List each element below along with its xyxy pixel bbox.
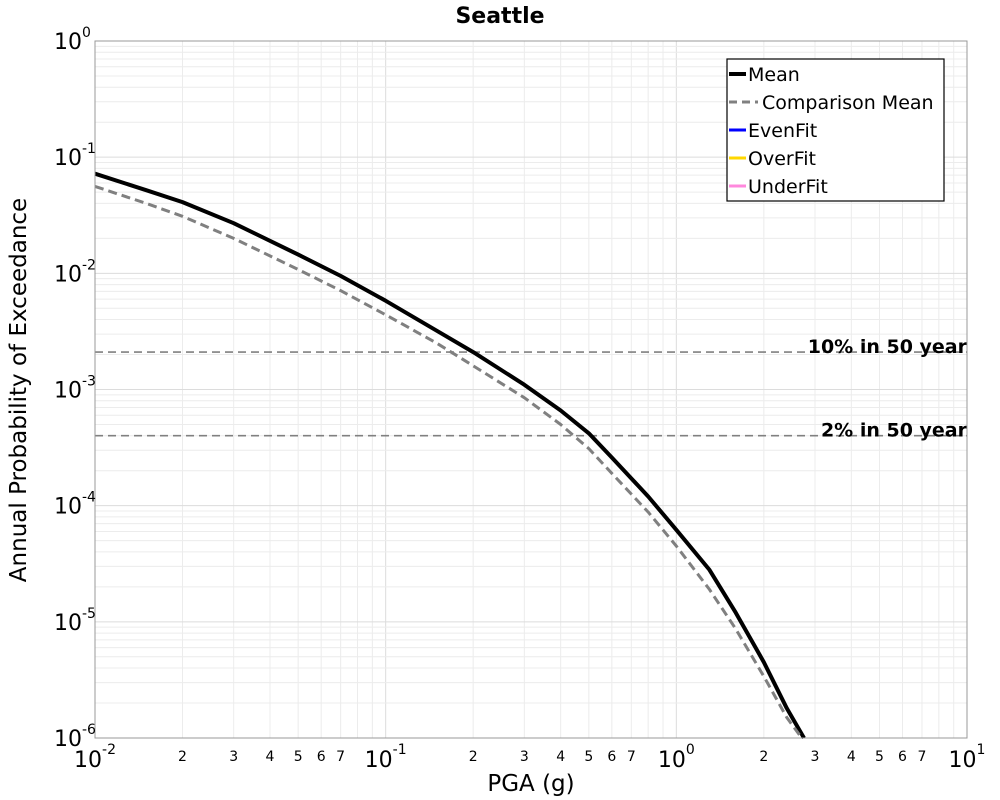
tick-exponent: -2 xyxy=(82,257,96,273)
x-minor-tick-label: 5 xyxy=(584,749,593,765)
x-minor-tick-label: 3 xyxy=(520,749,529,765)
tick-exponent: -1 xyxy=(82,141,96,157)
tick-exponent: -5 xyxy=(82,606,96,622)
tick-exponent: -4 xyxy=(82,490,96,506)
chart-grid xyxy=(94,41,967,739)
x-minor-tick-label: 7 xyxy=(627,749,636,765)
tick-exponent: -2 xyxy=(102,742,116,758)
series-lines xyxy=(94,171,806,740)
legend-entry-label: Comparison Mean xyxy=(762,92,934,114)
tick-exponent: -6 xyxy=(82,722,96,738)
chart-legend: Mean Comparison Mean EvenFit OverFit UnderFi… xyxy=(726,58,945,202)
y-tick-label: 10-5 xyxy=(54,606,96,636)
x-minor-tick-label: 7 xyxy=(918,749,927,765)
tick-base: 10 xyxy=(74,748,102,773)
tick-base: 10 xyxy=(54,30,82,55)
x-minor-tick-label: 7 xyxy=(336,749,345,765)
tick-base: 10 xyxy=(54,611,82,636)
tick-base: 10 xyxy=(54,379,82,404)
x-minor-tick-label: 6 xyxy=(898,749,907,765)
x-minor-tick-label: 5 xyxy=(294,749,303,765)
tick-base: 10 xyxy=(54,495,82,520)
x-minor-tick-label: 4 xyxy=(847,749,856,765)
legend-entry-label: Mean xyxy=(748,64,800,86)
x-tick-label: 10-1 xyxy=(365,742,407,773)
x-tick-label: 10-2 xyxy=(74,742,116,773)
y-tick-label: 100 xyxy=(54,25,91,55)
tick-base: 10 xyxy=(54,727,82,752)
tick-exponent: -1 xyxy=(393,742,407,758)
legend-box xyxy=(726,58,945,202)
x-tick-label: 100 xyxy=(658,742,695,773)
reference-line-label: 10% in 50 year xyxy=(808,336,968,358)
tick-base: 10 xyxy=(658,748,686,773)
x-minor-tick-label: 2 xyxy=(469,749,478,765)
y-tick-label: 10-2 xyxy=(54,257,96,287)
chart-title: Seattle xyxy=(455,4,544,29)
x-minor-tick-label: 6 xyxy=(607,749,616,765)
x-minor-tick-label: 5 xyxy=(875,749,884,765)
legend-entry-label: UnderFit xyxy=(748,176,828,198)
y-tick-label: 10-1 xyxy=(54,141,96,171)
x-minor-tick-label: 3 xyxy=(811,749,820,765)
series-line xyxy=(94,184,803,739)
series-line xyxy=(94,171,806,740)
y-tick-label: 10-3 xyxy=(54,374,96,404)
tick-exponent: 1 xyxy=(977,742,986,758)
x-minor-tick-label: 4 xyxy=(266,749,275,765)
reference-lines: 10% in 50 year 2% in 50 year xyxy=(95,336,968,442)
y-tick-label: 10-4 xyxy=(54,490,96,520)
x-minor-tick-label: 4 xyxy=(556,749,565,765)
legend-entry-label: OverFit xyxy=(748,148,816,170)
x-minor-tick-label: 6 xyxy=(317,749,326,765)
x-minor-tick-label: 2 xyxy=(759,749,768,765)
x-tick-label: 101 xyxy=(949,742,986,773)
y-axis-label: Annual Probability of Exceedance xyxy=(6,198,32,582)
tick-base: 10 xyxy=(949,748,977,773)
plot-frame xyxy=(94,40,968,739)
tick-exponent: 0 xyxy=(686,742,695,758)
x-minor-tick-label: 3 xyxy=(229,749,238,765)
y-tick-label: 10-6 xyxy=(54,722,96,752)
tick-exponent: -3 xyxy=(82,374,96,390)
tick-exponent: 0 xyxy=(82,25,91,41)
x-axis-label: PGA (g) xyxy=(487,771,574,797)
x-minor-tick-label: 2 xyxy=(178,749,187,765)
tick-base: 10 xyxy=(54,262,82,287)
tick-base: 10 xyxy=(365,748,393,773)
tick-base: 10 xyxy=(54,146,82,171)
reference-line-label: 2% in 50 year xyxy=(821,420,968,442)
legend-entry-label: EvenFit xyxy=(748,120,817,142)
